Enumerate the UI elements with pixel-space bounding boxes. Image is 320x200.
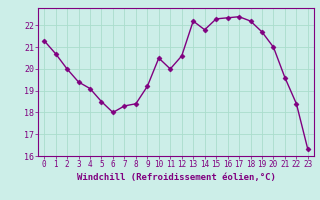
X-axis label: Windchill (Refroidissement éolien,°C): Windchill (Refroidissement éolien,°C) [76, 173, 276, 182]
